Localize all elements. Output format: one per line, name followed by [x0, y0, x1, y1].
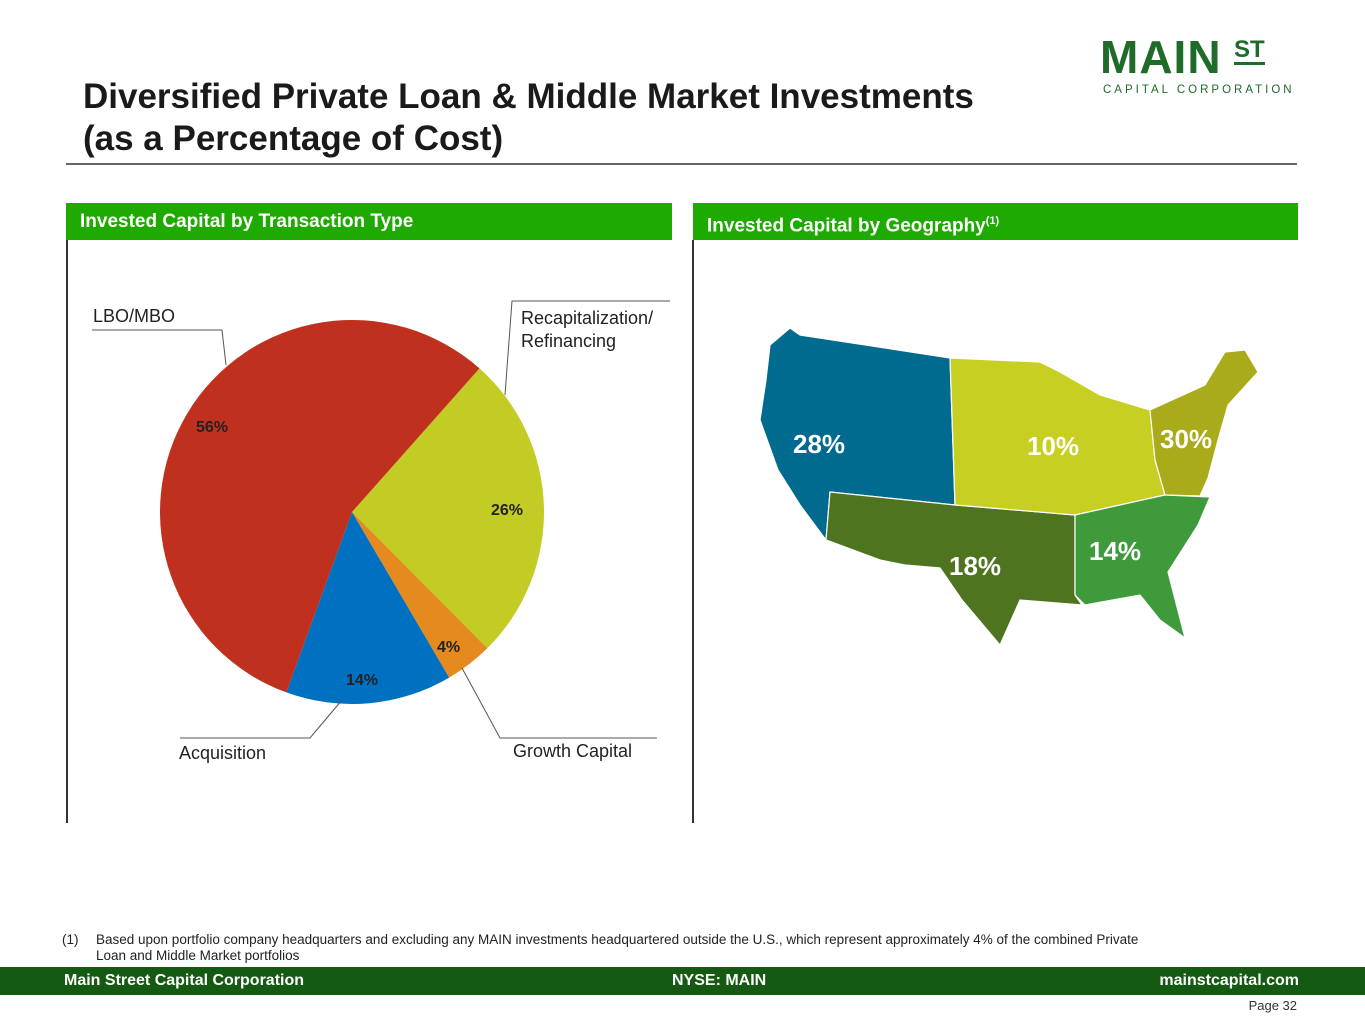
legend-lbo: LBO/MBO — [93, 306, 176, 326]
page-title: Diversified Private Loan & Middle Market… — [83, 76, 974, 160]
map-region-southeast — [1074, 494, 1211, 640]
map-region-northeast — [1149, 349, 1259, 497]
logo-st: ST — [1234, 36, 1265, 65]
pie-label-recap: 26% — [491, 502, 523, 519]
pie-slice-lbo-mbo — [160, 319, 480, 693]
map-region-west — [759, 327, 956, 542]
map-label-southwest: 18% — [949, 551, 1001, 581]
map-label-southeast: 14% — [1089, 536, 1141, 566]
pie-label-acquisition: 14% — [346, 672, 378, 689]
footnote-line2: Loan and Middle Market portfolios — [96, 948, 300, 963]
footnote-text: Based upon portfolio company headquarter… — [96, 932, 1296, 964]
left-panel-border — [66, 240, 68, 823]
legend-recap: Recapitalization/Refinancing — [521, 307, 653, 353]
footer-website[interactable]: mainstcapital.com — [1159, 972, 1299, 989]
logo: MAIN — [1100, 31, 1222, 83]
title-line-2: (as a Percentage of Cost) — [83, 119, 504, 158]
legend-acquisition: Acquisition — [179, 743, 267, 763]
footer-company: Main Street Capital Corporation — [64, 972, 305, 989]
footnote-number: (1) — [62, 932, 79, 947]
right-panel-border — [692, 240, 694, 823]
pie-slice-acquisition — [286, 512, 450, 704]
legend-recap-line1: Recapitalization/ — [521, 308, 654, 328]
title-line-1: Diversified Private Loan & Middle Market… — [83, 77, 974, 116]
leader-recap — [504, 300, 670, 396]
logo-subtitle: CAPITAL CORPORATION — [1103, 84, 1295, 96]
title-divider — [66, 163, 1297, 165]
footer-bar: Main Street Capital Corporation NYSE: MA… — [0, 967, 1365, 995]
transaction-type-header: Invested Capital by Transaction Type — [66, 203, 672, 240]
left-panel-title: Invested Capital by Transaction Type — [80, 211, 414, 232]
pie-label-lbo: 56% — [196, 419, 228, 436]
us-map — [759, 327, 1259, 647]
pie-slice-recapitalization-refinancing — [352, 368, 545, 649]
pie-slice-growth-capital — [352, 512, 488, 678]
right-panel-title: Invested Capital by Geography — [707, 215, 986, 237]
geography-header: Invested Capital by Geography(1) — [693, 203, 1298, 240]
leader-growth — [461, 667, 657, 739]
footer-ticker: NYSE: MAIN — [672, 972, 767, 989]
leader-lbo — [92, 329, 227, 366]
leader-acquisition — [180, 699, 343, 739]
pie-label-growth: 4% — [437, 639, 460, 656]
page-number: Page 32 — [1248, 998, 1297, 1013]
legend-recap-line2: Refinancing — [521, 331, 617, 351]
map-label-northeast: 30% — [1160, 424, 1212, 454]
footnote-line1: Based upon portfolio company headquarter… — [96, 932, 1139, 947]
legend-growth: Growth Capital — [513, 741, 633, 761]
map-label-midwest: 10% — [1027, 431, 1079, 461]
footnote-ref: (1) — [985, 215, 1000, 227]
map-label-west: 28% — [793, 429, 845, 459]
